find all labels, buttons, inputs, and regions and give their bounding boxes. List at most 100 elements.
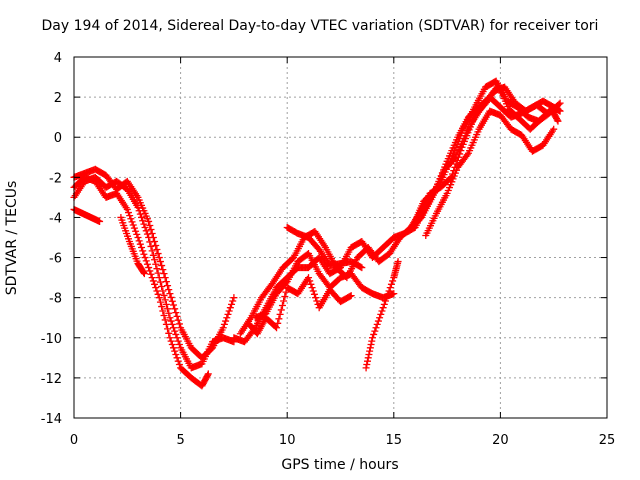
data-point-plus (140, 270, 148, 278)
data-point-plus (155, 274, 163, 282)
data-point-plus (379, 304, 387, 312)
data-point-plus (147, 270, 155, 278)
data-point-plus (164, 325, 172, 333)
grid-lines (74, 57, 607, 418)
data-point-plus (130, 224, 138, 232)
data-point-plus (429, 188, 437, 196)
data-point-plus (309, 287, 317, 295)
track-13 (411, 81, 562, 225)
data-point-plus (169, 301, 177, 309)
data-point-plus (153, 246, 161, 254)
data-point-plus (357, 263, 365, 271)
data-point-plus (145, 217, 153, 225)
data-point-plus (162, 320, 170, 328)
data-point-plus (146, 267, 154, 275)
x-tick-label: 15 (386, 433, 403, 448)
data-point-plus (167, 317, 175, 325)
data-point-plus (223, 314, 231, 322)
data-point-plus (174, 316, 182, 324)
data-point-plus (229, 297, 237, 305)
data-point-plus (148, 247, 156, 255)
data-point-plus (305, 274, 313, 282)
data-point-plus (158, 283, 166, 291)
data-point-plus (133, 230, 141, 238)
data-point-plus (166, 334, 174, 342)
x-tick-label: 10 (279, 433, 296, 448)
track-14 (422, 107, 558, 239)
data-point-plus (145, 234, 153, 241)
data-point-plus (358, 264, 366, 272)
data-point-plus (123, 205, 131, 213)
data-point-plus (556, 99, 564, 107)
data-point-plus (141, 254, 149, 262)
data-point-plus (368, 334, 376, 342)
data-point-plus (149, 251, 157, 259)
data-point-plus (389, 277, 397, 285)
data-point-plus (140, 268, 148, 276)
data-point-plus (135, 237, 143, 245)
data-point-plus (280, 297, 288, 305)
data-point-plus (171, 327, 179, 335)
data-point-plus (145, 264, 153, 272)
data-point-plus (162, 278, 170, 286)
data-point-plus (128, 218, 136, 226)
data-point-plus (277, 306, 285, 314)
y-tick-label: -12 (41, 372, 62, 387)
data-point-plus (136, 210, 144, 218)
data-point-plus (224, 310, 232, 318)
chart-title: Day 194 of 2014, Sidereal Day-to-day VTE… (41, 18, 599, 34)
data-point-plus (383, 294, 391, 302)
data-point-plus (554, 117, 562, 125)
data-point-plus (174, 337, 182, 345)
data-point-plus (275, 315, 283, 323)
data-point-plus (168, 297, 176, 305)
data-point-plus (147, 225, 155, 233)
data-point-plus (168, 320, 176, 328)
data-point-plus (371, 327, 379, 335)
data-point-plus (132, 227, 140, 235)
track-2 (70, 173, 238, 372)
data-point-plus (274, 319, 282, 327)
data-point-plus (385, 287, 393, 295)
data-point-plus (164, 305, 172, 313)
data-point-plus (276, 310, 284, 318)
y-tick-label: 0 (54, 131, 62, 146)
track-5 (117, 213, 148, 278)
data-point-plus (175, 361, 183, 369)
data-point-plus (367, 340, 375, 348)
data-point-plus (168, 340, 176, 348)
data-point-plus (142, 257, 150, 265)
data-point-plus (346, 292, 354, 300)
data-point-plus (380, 300, 388, 308)
data-point-plus (365, 350, 373, 358)
x-tick-label: 0 (70, 433, 78, 448)
y-tick-label: 4 (54, 51, 62, 66)
y-tick-label: -14 (41, 412, 62, 427)
data-point-plus (138, 244, 146, 252)
data-point-plus (149, 277, 157, 285)
data-point-plus (364, 354, 372, 362)
data-point-plus (154, 290, 162, 298)
data-point-plus (555, 100, 563, 108)
data-point-plus (463, 151, 471, 159)
data-point-plus (372, 324, 380, 332)
data-point-plus (230, 294, 238, 302)
data-point-plus (376, 314, 384, 322)
data-point-plus (96, 217, 104, 225)
y-tick-label: -4 (49, 211, 62, 226)
data-point-plus (127, 215, 135, 223)
data-point-plus (173, 334, 181, 342)
data-point-plus (153, 265, 161, 273)
data-point-plus (387, 280, 395, 288)
data-point-plus (141, 223, 149, 231)
data-point-plus (204, 371, 212, 379)
track-11 (362, 258, 402, 372)
data-point-plus (384, 290, 392, 298)
data-point-plus (363, 361, 371, 369)
data-point-plus (142, 227, 150, 235)
data-point-plus (136, 240, 144, 248)
data-point-plus (134, 234, 142, 241)
data-point-plus (152, 242, 160, 250)
data-point-plus (222, 317, 230, 325)
data-point-plus (366, 347, 374, 355)
